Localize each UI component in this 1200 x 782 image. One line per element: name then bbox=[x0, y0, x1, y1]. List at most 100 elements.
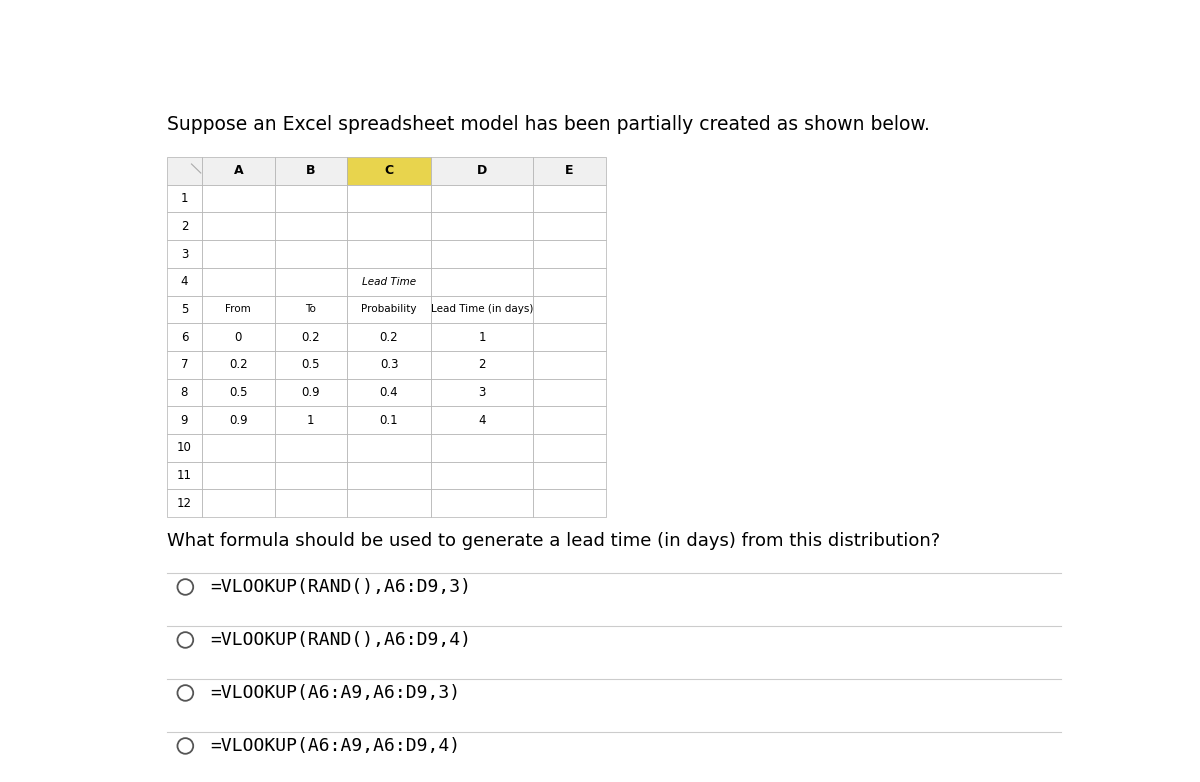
Bar bbox=[347, 157, 431, 185]
Text: 0.5: 0.5 bbox=[301, 358, 320, 371]
Bar bbox=[431, 434, 533, 461]
Text: =VLOOKUP(A6:A9,A6:D9,4): =VLOOKUP(A6:A9,A6:D9,4) bbox=[210, 737, 461, 755]
Text: 2: 2 bbox=[479, 358, 486, 371]
Bar bbox=[202, 323, 275, 351]
Bar bbox=[533, 434, 606, 461]
Text: C: C bbox=[384, 164, 394, 178]
Text: 8: 8 bbox=[181, 386, 188, 399]
Text: =VLOOKUP(RAND(),A6:D9,4): =VLOOKUP(RAND(),A6:D9,4) bbox=[210, 631, 472, 649]
Text: Suppose an Excel spreadsheet model has been partially created as shown below.: Suppose an Excel spreadsheet model has b… bbox=[167, 115, 930, 134]
Bar bbox=[202, 240, 275, 268]
Bar bbox=[275, 268, 347, 296]
Bar bbox=[431, 490, 533, 517]
Bar bbox=[347, 407, 431, 434]
Bar bbox=[533, 407, 606, 434]
Bar bbox=[202, 461, 275, 490]
Text: 0.2: 0.2 bbox=[229, 358, 247, 371]
Bar bbox=[202, 351, 275, 378]
Bar bbox=[347, 213, 431, 240]
Text: 10: 10 bbox=[176, 441, 192, 454]
Bar bbox=[202, 378, 275, 407]
Text: From: From bbox=[226, 304, 251, 314]
Bar bbox=[347, 490, 431, 517]
Text: 2: 2 bbox=[181, 220, 188, 233]
Text: 0: 0 bbox=[235, 331, 242, 343]
Text: 1: 1 bbox=[181, 192, 188, 205]
Bar bbox=[275, 351, 347, 378]
Bar bbox=[533, 240, 606, 268]
Text: Lead Time: Lead Time bbox=[362, 277, 416, 287]
Bar bbox=[167, 434, 202, 461]
Bar bbox=[347, 240, 431, 268]
Text: 0.2: 0.2 bbox=[301, 331, 320, 343]
Bar bbox=[533, 351, 606, 378]
Bar bbox=[431, 296, 533, 323]
Bar bbox=[431, 351, 533, 378]
Bar bbox=[202, 490, 275, 517]
Bar bbox=[533, 268, 606, 296]
Text: B: B bbox=[306, 164, 316, 178]
Text: D: D bbox=[476, 164, 487, 178]
Text: 0.5: 0.5 bbox=[229, 386, 247, 399]
Bar bbox=[275, 490, 347, 517]
Bar bbox=[275, 240, 347, 268]
Text: What formula should be used to generate a lead time (in days) from this distribu: What formula should be used to generate … bbox=[167, 533, 940, 551]
Bar bbox=[347, 185, 431, 213]
Bar bbox=[167, 296, 202, 323]
Bar bbox=[167, 185, 202, 213]
Bar bbox=[533, 157, 606, 185]
Text: =VLOOKUP(RAND(),A6:D9,3): =VLOOKUP(RAND(),A6:D9,3) bbox=[210, 578, 472, 596]
Text: 0.9: 0.9 bbox=[301, 386, 320, 399]
Bar bbox=[167, 407, 202, 434]
Bar bbox=[347, 296, 431, 323]
Bar bbox=[202, 296, 275, 323]
Bar bbox=[347, 351, 431, 378]
Bar bbox=[275, 296, 347, 323]
Bar bbox=[275, 213, 347, 240]
Bar bbox=[202, 213, 275, 240]
Bar bbox=[202, 407, 275, 434]
Bar bbox=[202, 434, 275, 461]
Bar bbox=[347, 434, 431, 461]
Bar bbox=[347, 268, 431, 296]
Text: 0.4: 0.4 bbox=[379, 386, 398, 399]
Bar bbox=[533, 185, 606, 213]
Bar bbox=[167, 378, 202, 407]
Bar bbox=[533, 461, 606, 490]
Text: Probability: Probability bbox=[361, 304, 416, 314]
Bar bbox=[275, 157, 347, 185]
Bar bbox=[167, 351, 202, 378]
Bar bbox=[167, 268, 202, 296]
Bar bbox=[275, 461, 347, 490]
Bar bbox=[167, 240, 202, 268]
Bar bbox=[275, 378, 347, 407]
Text: 1: 1 bbox=[307, 414, 314, 427]
Text: E: E bbox=[565, 164, 574, 178]
Text: 0.3: 0.3 bbox=[379, 358, 398, 371]
Bar bbox=[533, 213, 606, 240]
Text: 7: 7 bbox=[181, 358, 188, 371]
Bar bbox=[167, 157, 202, 185]
Bar bbox=[202, 157, 275, 185]
Text: 3: 3 bbox=[479, 386, 486, 399]
Bar bbox=[431, 378, 533, 407]
Bar bbox=[431, 407, 533, 434]
Bar bbox=[275, 407, 347, 434]
Bar bbox=[431, 240, 533, 268]
Text: 9: 9 bbox=[181, 414, 188, 427]
Bar bbox=[275, 323, 347, 351]
Bar bbox=[533, 378, 606, 407]
Text: 4: 4 bbox=[479, 414, 486, 427]
Bar bbox=[202, 185, 275, 213]
Bar bbox=[431, 323, 533, 351]
Text: 4: 4 bbox=[181, 275, 188, 289]
Bar bbox=[431, 157, 533, 185]
Text: =VLOOKUP(A6:A9,A6:D9,3): =VLOOKUP(A6:A9,A6:D9,3) bbox=[210, 684, 461, 702]
Bar bbox=[275, 434, 347, 461]
Bar bbox=[431, 268, 533, 296]
Bar bbox=[167, 461, 202, 490]
Bar bbox=[202, 268, 275, 296]
Text: Lead Time (in days): Lead Time (in days) bbox=[431, 304, 533, 314]
Bar bbox=[533, 490, 606, 517]
Text: 0.9: 0.9 bbox=[229, 414, 247, 427]
